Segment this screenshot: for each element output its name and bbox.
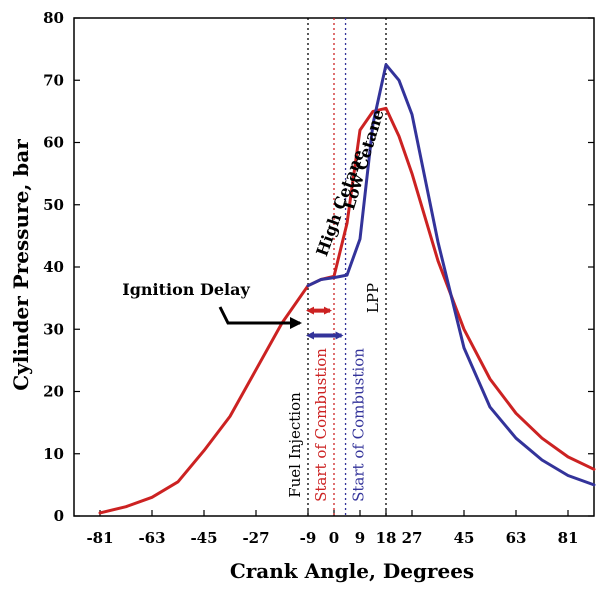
plot-border [73,17,595,517]
y-tick-label: 60 [43,134,64,152]
ignition-delay-pointer [218,306,302,330]
low-cetane-line [306,63,596,487]
reference-lines [307,18,387,516]
x-tick-label: 63 [506,529,527,547]
x-tick-label: -9 [300,529,317,547]
x-tick-label: -27 [242,529,269,547]
x-tick-label: 81 [558,529,579,547]
x-tick-label: 45 [454,529,475,547]
high-cetane-line [98,106,596,515]
x-tick-label: -45 [190,529,217,547]
y-tick-label: 20 [43,383,64,401]
start-of-combustion-high-label: Start of Combustion [312,348,330,502]
y-tick-label: 30 [43,320,64,338]
y-tick-label: 40 [43,258,64,276]
lpp-label: LPP [364,283,382,313]
plot-frame [73,17,595,517]
x-axis-ticks: -81 -63 -45 -27 -9 0 9 18 27 45 63 81 [86,510,578,547]
y-tick-label: 70 [43,71,64,89]
x-tick-label: 18 [376,529,397,547]
x-tick-label: 9 [355,529,365,547]
y-tick-label: 50 [43,196,64,214]
x-tick-label: 0 [329,529,339,547]
start-of-combustion-low-label: Start of Combustion [350,348,368,502]
x-tick-label: -81 [86,529,113,547]
x-axis-title: Crank Angle, Degrees [230,559,474,583]
y-axis-title: Cylinder Pressure, bar [9,139,33,391]
series-layer [98,63,596,515]
delay-arrows [306,306,344,340]
ignition-delay-label: Ignition Delay [122,280,250,299]
fuel-injection-label: Fuel Injection [286,392,304,498]
y-tick-label: 80 [43,9,64,27]
x-tick-label: -63 [138,529,165,547]
y-tick-label: 10 [43,445,64,463]
y-axis-ticks: 0 10 20 30 40 50 60 70 80 [43,9,594,525]
y-tick-label: 0 [54,507,64,525]
x-tick-label: 27 [402,529,423,547]
